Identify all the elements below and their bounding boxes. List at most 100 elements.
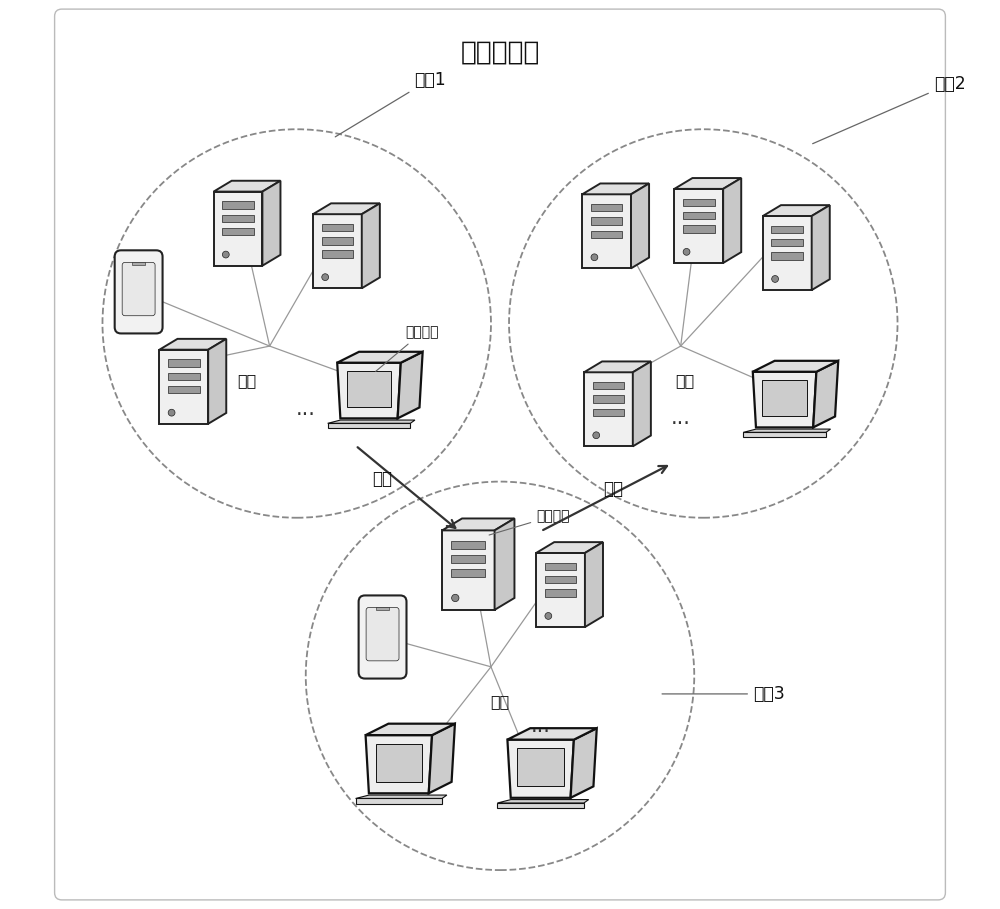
Polygon shape (812, 205, 830, 290)
Bar (222, 228, 254, 235)
Bar (683, 198, 715, 206)
Bar (222, 215, 254, 222)
Circle shape (591, 254, 598, 261)
Polygon shape (753, 372, 816, 427)
Bar (322, 237, 353, 245)
Bar (322, 224, 353, 231)
Text: 加入: 加入 (603, 480, 623, 498)
Polygon shape (356, 798, 442, 804)
Bar (593, 408, 624, 416)
Text: ...: ... (531, 715, 551, 735)
Text: 分煈3: 分煈3 (662, 684, 785, 703)
Text: ...: ... (296, 399, 316, 419)
Bar (771, 239, 803, 246)
Polygon shape (584, 362, 651, 373)
Circle shape (593, 432, 600, 439)
Bar (771, 225, 803, 233)
Bar (545, 563, 576, 570)
Bar (451, 541, 485, 549)
FancyBboxPatch shape (359, 595, 406, 678)
Bar (591, 204, 622, 212)
Polygon shape (356, 795, 447, 798)
Bar (593, 382, 624, 389)
Bar (591, 231, 622, 238)
Bar (545, 576, 576, 584)
Bar (683, 225, 715, 233)
FancyBboxPatch shape (762, 380, 807, 416)
Polygon shape (442, 518, 514, 530)
Bar (222, 201, 254, 209)
Polygon shape (584, 373, 633, 446)
Polygon shape (328, 420, 415, 424)
Bar (168, 386, 200, 394)
Circle shape (168, 409, 175, 416)
Bar (593, 395, 624, 403)
Circle shape (102, 129, 491, 518)
Polygon shape (337, 363, 401, 418)
Polygon shape (585, 542, 603, 627)
Text: 共识: 共识 (490, 694, 510, 709)
FancyBboxPatch shape (55, 9, 945, 900)
Polygon shape (262, 181, 280, 265)
Polygon shape (674, 178, 741, 189)
FancyBboxPatch shape (122, 263, 155, 315)
Polygon shape (763, 205, 830, 216)
Polygon shape (442, 530, 495, 610)
Circle shape (509, 129, 898, 518)
Bar (591, 217, 622, 225)
Polygon shape (507, 740, 574, 798)
Text: 分煈2: 分煈2 (813, 75, 965, 144)
Polygon shape (743, 433, 826, 437)
Polygon shape (674, 189, 723, 263)
Circle shape (772, 275, 779, 283)
Polygon shape (328, 424, 410, 428)
Polygon shape (743, 429, 831, 433)
Polygon shape (313, 215, 362, 288)
Bar (545, 589, 576, 596)
Polygon shape (366, 724, 455, 735)
Polygon shape (582, 184, 649, 195)
Circle shape (306, 482, 694, 870)
Polygon shape (362, 204, 380, 288)
Polygon shape (495, 518, 514, 610)
Text: 共识: 共识 (676, 373, 695, 388)
Polygon shape (536, 553, 585, 627)
Bar (451, 555, 485, 563)
Polygon shape (159, 339, 226, 350)
Polygon shape (159, 350, 208, 424)
Bar (168, 373, 200, 380)
Polygon shape (536, 542, 603, 553)
Bar (132, 263, 145, 265)
Text: 共识: 共识 (237, 373, 257, 388)
Circle shape (322, 274, 329, 281)
Text: 目标节点: 目标节点 (489, 509, 570, 535)
Polygon shape (208, 339, 226, 424)
FancyBboxPatch shape (366, 607, 399, 661)
Bar (451, 569, 485, 577)
Polygon shape (571, 728, 597, 798)
Polygon shape (497, 803, 584, 808)
Polygon shape (398, 352, 423, 418)
Polygon shape (813, 361, 838, 427)
FancyBboxPatch shape (517, 748, 564, 786)
Bar (376, 607, 389, 610)
Circle shape (452, 594, 459, 602)
Polygon shape (313, 204, 380, 215)
Polygon shape (631, 184, 649, 268)
Text: 区块链网络: 区块链网络 (460, 39, 540, 65)
Polygon shape (763, 216, 812, 290)
Polygon shape (497, 800, 589, 803)
Polygon shape (633, 362, 651, 446)
Polygon shape (366, 735, 432, 794)
Polygon shape (582, 195, 631, 268)
FancyBboxPatch shape (347, 371, 391, 407)
Text: ...: ... (671, 408, 691, 428)
Polygon shape (753, 361, 838, 372)
Polygon shape (214, 181, 280, 192)
Bar (168, 359, 200, 366)
Polygon shape (337, 352, 423, 363)
Text: 分煈1: 分煈1 (335, 71, 446, 137)
Polygon shape (723, 178, 741, 263)
Circle shape (545, 613, 552, 619)
FancyBboxPatch shape (115, 250, 163, 334)
